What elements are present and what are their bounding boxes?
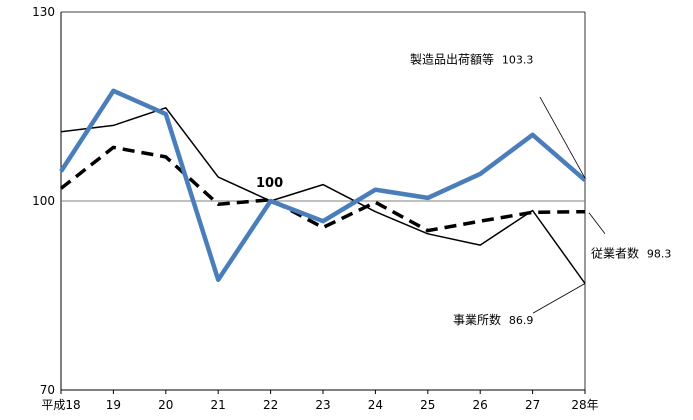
series-line-establishments: [60, 107, 586, 284]
series-line-employees: [59, 145, 586, 233]
x-tick-label: 21: [211, 398, 226, 412]
x-tick-label: 19: [106, 398, 121, 412]
annotation-employees-value: 98.3: [647, 248, 672, 261]
annotation-leader-shipments: [539, 96, 586, 179]
x-tick-label: 24: [368, 398, 383, 412]
y-tick-labels: 70 100 130: [32, 5, 55, 397]
annotation-establishments: 事業所数 86.9: [453, 312, 533, 327]
annotation-leader-employees: [588, 212, 606, 235]
x-tick-label: 平成18: [41, 398, 80, 412]
series-line-shipments: [59, 88, 587, 283]
annotation-shipments-name: 製造品出荷額等: [410, 53, 494, 67]
annotation-employees-name: 従業者数: [591, 246, 639, 261]
annotations: 100 製造品出荷額等 103.3 従業者数 98.3 事業所数 86.9: [256, 53, 671, 327]
x-tick-label: 20: [158, 398, 173, 412]
annotation-establishments-value: 86.9: [509, 314, 534, 327]
x-tick-label: 23: [315, 398, 330, 412]
chart-axes: [60, 11, 586, 391]
annotation-leader-establishments: [532, 283, 586, 314]
annotation-shipments: 製造品出荷額等 103.3: [410, 53, 533, 67]
series-lines: [59, 88, 587, 284]
center-label-100: 100: [256, 176, 283, 191]
y-tick-label: 100: [32, 194, 55, 208]
x-tick-label: 25: [420, 398, 435, 412]
x-tick-label: 27: [525, 398, 540, 412]
x-tick-label: 26: [473, 398, 488, 412]
x-tick-labels: 平成18 19 20 21 22 23 24 25 26 27 28年: [41, 390, 599, 412]
annotation-shipments-value: 103.3: [502, 54, 534, 67]
y-tick-label: 130: [32, 5, 55, 19]
x-tick-label: 28年: [571, 398, 598, 412]
x-tick-label: 22: [263, 398, 278, 412]
annotation-establishments-name: 事業所数: [453, 312, 501, 327]
y-tick-label: 70: [40, 383, 55, 397]
annotation-employees: 従業者数 98.3: [591, 246, 671, 261]
